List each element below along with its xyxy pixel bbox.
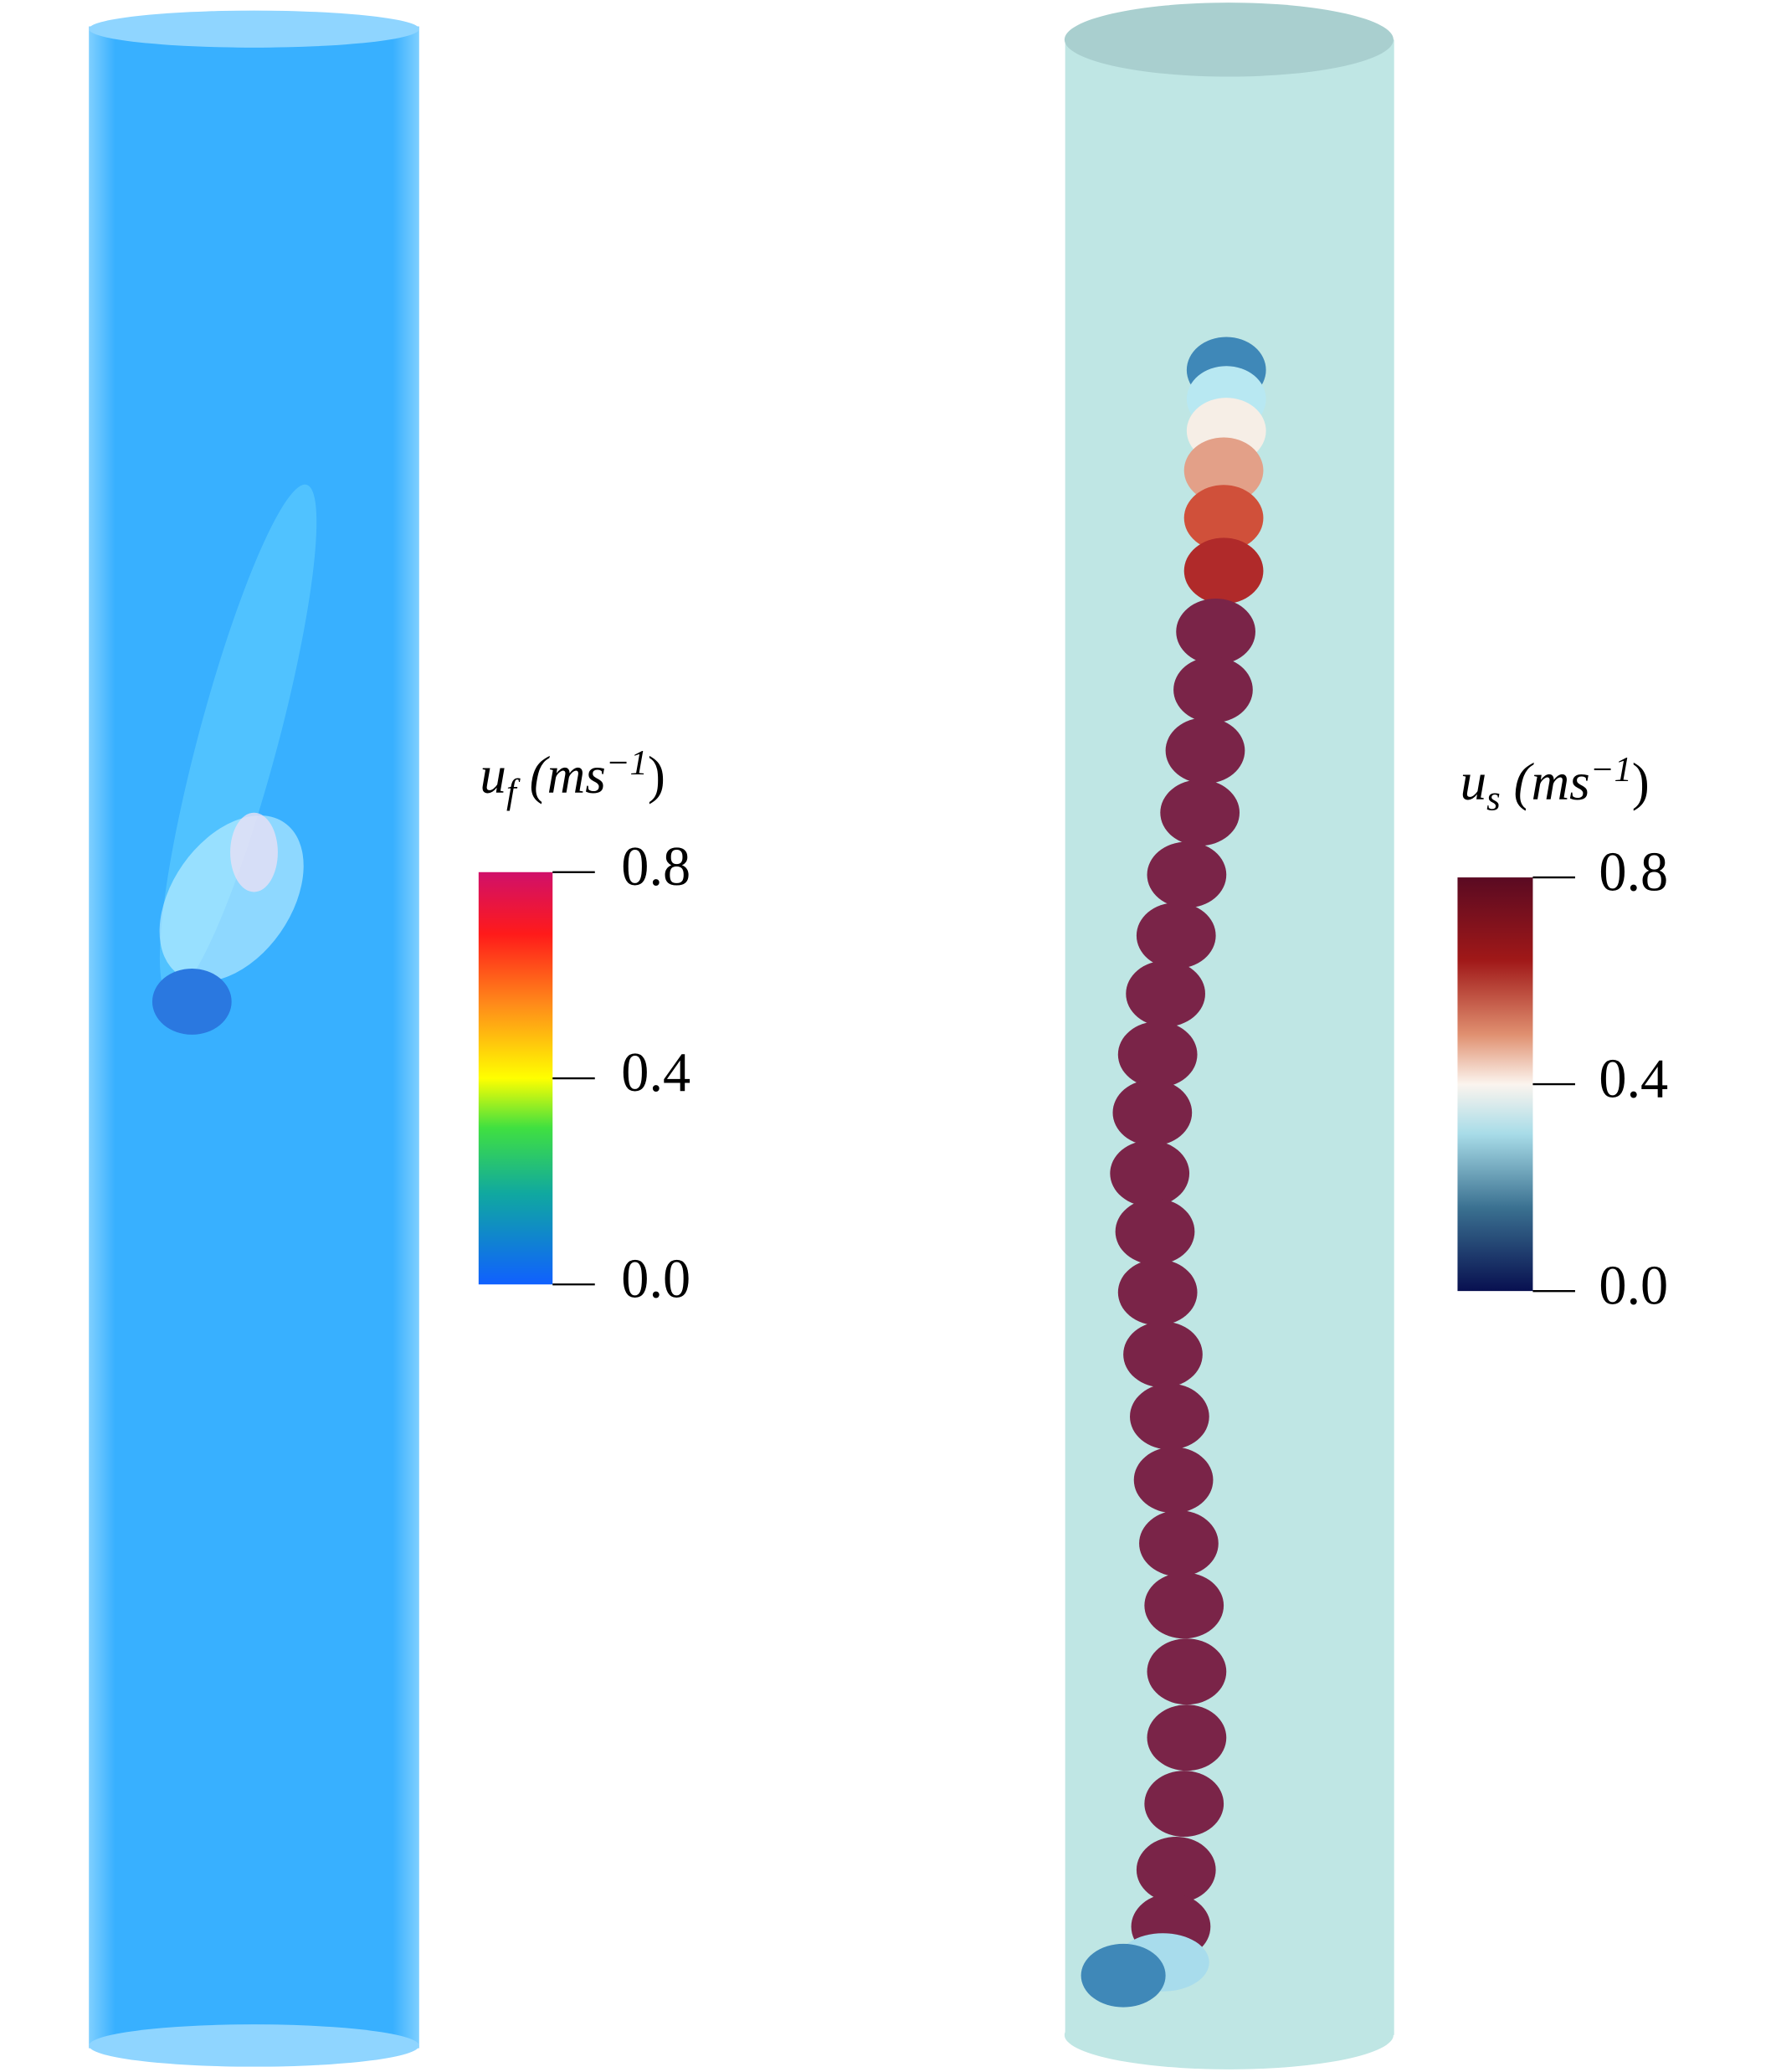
particle: [1144, 1572, 1224, 1639]
particle: [1183, 437, 1264, 504]
particle: [1110, 1140, 1190, 1207]
particle: [1173, 656, 1253, 723]
colorbar: [1457, 877, 1533, 1292]
title-part: (ms: [1501, 753, 1590, 811]
title-part: s: [1486, 779, 1501, 819]
title-part: u: [1460, 753, 1487, 811]
particle: [1183, 537, 1264, 604]
particle: [1117, 1259, 1198, 1326]
tick-label: 0.0: [621, 1248, 690, 1309]
particle: [1144, 1771, 1224, 1838]
particle: [1165, 717, 1245, 784]
colorbar-title: us (ms−1): [1460, 750, 1650, 819]
title-part: (ms: [516, 746, 606, 805]
particle: [1117, 1021, 1198, 1088]
fluid-cylinder: [89, 10, 419, 2067]
particle: [1130, 1383, 1209, 1450]
particle: [1147, 1638, 1227, 1705]
title-part: ): [648, 746, 665, 805]
particle: [1112, 1079, 1193, 1146]
cylinder-bottom: [89, 2024, 419, 2067]
cylinder-top: [1064, 3, 1394, 77]
title-part: −1: [1590, 750, 1632, 789]
particle: [1136, 1837, 1216, 1903]
tick-label: 0.8: [621, 836, 690, 897]
colorbar-title: uf (ms−1): [480, 743, 665, 812]
cylinder-body: [89, 26, 419, 2049]
particle: [1136, 902, 1216, 969]
cylinder-bottom: [1064, 2000, 1394, 2069]
title-part: ): [1632, 753, 1650, 811]
solid-cylinder: [1064, 3, 1394, 2069]
particle: [1081, 1943, 1166, 2008]
title-part: −1: [606, 743, 648, 783]
wake: [230, 812, 278, 892]
particle: [1176, 599, 1255, 665]
particle: [1147, 841, 1227, 908]
cylinder-top: [89, 10, 419, 48]
particle: [1147, 1704, 1227, 1771]
title-part: u: [480, 746, 506, 805]
tick-label: 0.4: [621, 1042, 690, 1103]
particle: [1123, 1321, 1203, 1388]
particle: [1139, 1510, 1219, 1577]
colorbar: [478, 871, 553, 1285]
particle: [1115, 1198, 1195, 1265]
particle: [1133, 1447, 1214, 1514]
particle: [1160, 779, 1240, 846]
particle: [151, 968, 232, 1035]
tick-label: 0.8: [1599, 841, 1668, 902]
tick-label: 0.0: [1599, 1255, 1668, 1316]
particle: [1183, 485, 1264, 552]
particle: [1126, 960, 1205, 1027]
tick-label: 0.4: [1599, 1048, 1668, 1109]
